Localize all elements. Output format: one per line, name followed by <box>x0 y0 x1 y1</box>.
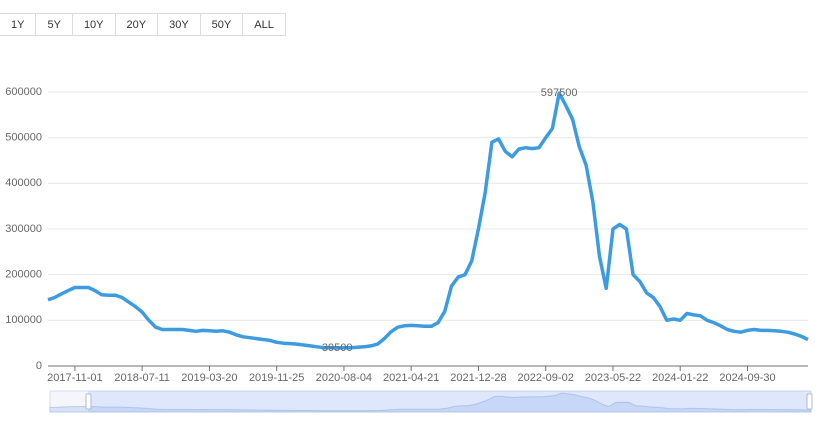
range-button[interactable]: ALL <box>242 13 286 36</box>
x-tick-label: 2017-11-01 <box>47 372 102 384</box>
range-toolbar: 1Y 5Y 10Y 20Y 30Y 50Y ALL <box>0 13 286 36</box>
range-button[interactable]: 50Y <box>199 13 244 36</box>
range-button[interactable]: 30Y <box>157 13 201 36</box>
min-label: 39500 <box>322 342 353 354</box>
x-tick-label: 2018-07-11 <box>114 372 169 384</box>
y-tick-label: 0 <box>36 360 42 372</box>
x-tick-label: 2023-05-22 <box>585 372 641 384</box>
y-tick-label: 500000 <box>5 132 42 144</box>
max-label: 597500 <box>541 87 578 99</box>
x-tick-label: 2020-08-04 <box>316 372 372 384</box>
slider-selection <box>88 391 811 412</box>
x-tick-label: 2022-09-02 <box>518 372 574 384</box>
x-tick-label: 2019-03-20 <box>181 372 237 384</box>
slider-handle <box>806 393 813 410</box>
x-tick-label: 2021-04-21 <box>383 372 439 384</box>
x-tick-label: 2019-11-25 <box>249 372 304 384</box>
x-tick-label: 2024-09-30 <box>719 372 775 384</box>
x-tick-label: 2021-12-28 <box>450 372 506 384</box>
y-tick-label: 100000 <box>5 314 42 326</box>
range-button[interactable]: 5Y <box>35 13 73 36</box>
y-tick-label: 300000 <box>5 223 42 235</box>
slider-handle <box>85 393 92 410</box>
line <box>47 91 809 350</box>
y-tick-label: 400000 <box>5 177 42 189</box>
y-tick-label: 600000 <box>5 86 42 98</box>
range-button[interactable]: 10Y <box>71 13 116 36</box>
y-tick-label: 200000 <box>5 269 42 281</box>
x-tick-label: 2024-01-22 <box>652 372 708 384</box>
slider-area <box>49 392 812 413</box>
